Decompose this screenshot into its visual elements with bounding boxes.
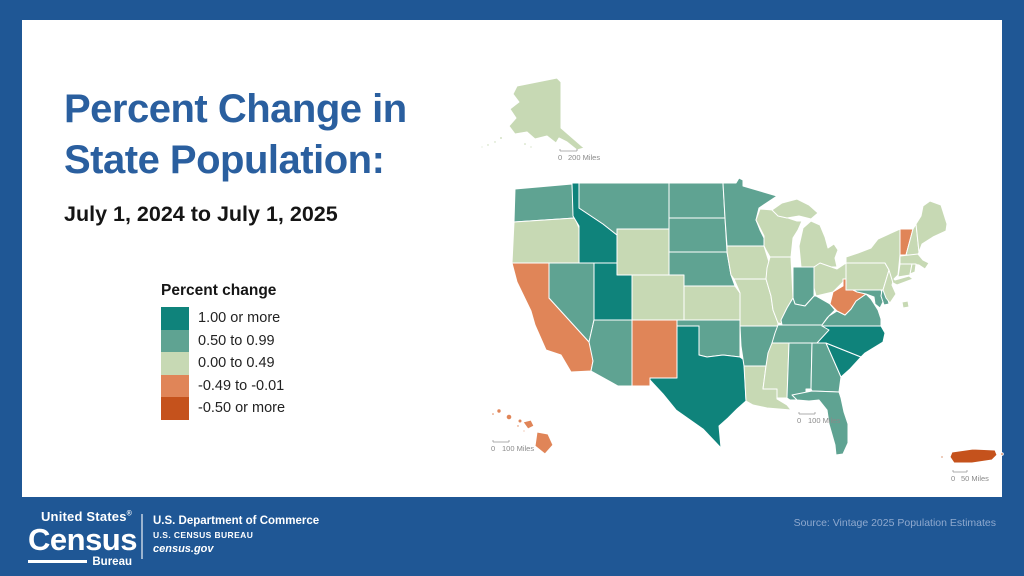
- legend-item: 0.50 to 0.99: [161, 329, 285, 352]
- state-iowa: [726, 245, 770, 280]
- puerto-rico-scale-bar: 0 50 Miles: [951, 470, 989, 483]
- legend-item: -0.49 to -0.01: [161, 374, 285, 397]
- content-panel: Percent Change in State Population: July…: [22, 20, 1004, 497]
- census-gov-text: census.gov: [153, 543, 214, 555]
- page-subtitle: July 1, 2024 to July 1, 2025: [64, 202, 338, 227]
- svg-text:50 Miles: 50 Miles: [961, 474, 989, 483]
- territory-puerto-rico: [940, 448, 1004, 464]
- svg-text:0: 0: [558, 153, 562, 162]
- logo-bureau-text: Bureau: [92, 555, 132, 568]
- legend-item: 1.00 or more: [161, 307, 285, 330]
- state-colorado: [631, 274, 685, 321]
- legend-label: 0.00 to 0.49: [198, 355, 275, 372]
- logo-bureau-row: Bureau: [28, 556, 132, 568]
- svg-text:0: 0: [797, 416, 801, 425]
- state-florida: [791, 390, 849, 456]
- state-alaska: [480, 77, 585, 151]
- state-new-hampshire: [905, 223, 920, 256]
- page-title-line2: State Population:: [64, 138, 385, 183]
- legend-swatch: [161, 374, 189, 397]
- legend-label: -0.49 to -0.01: [198, 377, 285, 394]
- logo-underline: [28, 559, 88, 564]
- state-north-dakota: [668, 182, 726, 219]
- svg-text:0: 0: [951, 474, 955, 483]
- footer-agency-block: U.S. Department of Commerce U.S. CENSUS …: [153, 515, 319, 555]
- state-connecticut: [897, 263, 913, 278]
- legend-label: 0.50 to 0.99: [198, 332, 275, 349]
- svg-text:200 Miles: 200 Miles: [568, 153, 600, 162]
- dept-of-commerce-text: U.S. Department of Commerce: [153, 515, 320, 527]
- legend-heading: Percent change: [161, 282, 277, 299]
- legend-item: -0.50 or more: [161, 397, 285, 420]
- state-hawaii: [491, 408, 554, 455]
- registered-trademark-icon: ®: [126, 510, 132, 518]
- page-title: Percent Change in State Population:: [64, 84, 464, 186]
- hawaii-scale-bar: 0 100 Miles: [491, 440, 534, 453]
- census-bureau-logo: United States® Census Bureau: [28, 509, 137, 568]
- state-washington: [513, 183, 576, 223]
- legend-swatch: [161, 329, 189, 352]
- state-wyoming: [616, 228, 670, 276]
- state-district-of-columbia: [901, 300, 910, 309]
- state-new-york: [845, 228, 914, 286]
- source-note: Source: Vintage 2025 Population Estimate…: [793, 517, 996, 529]
- us-census-bureau-text: U.S. CENSUS BUREAU: [153, 530, 254, 540]
- state-new-mexico: [631, 319, 678, 387]
- page-title-line1: Percent Change in: [64, 87, 407, 131]
- state-texas: [649, 325, 747, 449]
- state-north-carolina: [816, 325, 886, 358]
- legend-swatch: [161, 397, 189, 420]
- alaska-scale-bar: 0 200 Miles: [558, 149, 600, 162]
- logo-census-text: Census: [28, 522, 137, 557]
- legend: Percent change 1.00 or more 0.50 to 0.99…: [161, 282, 285, 420]
- state-kansas: [683, 285, 741, 321]
- state-michigan: [771, 198, 839, 268]
- svg-text:100 Miles: 100 Miles: [502, 444, 534, 453]
- svg-text:0: 0: [491, 444, 495, 453]
- legend-swatch: [161, 307, 189, 330]
- legend-swatch: [161, 352, 189, 375]
- legend-item: 0.00 to 0.49: [161, 352, 285, 375]
- footer-divider: [141, 514, 143, 559]
- legend-label: -0.50 or more: [198, 400, 286, 417]
- svg-text:100 Miles: 100 Miles: [808, 416, 840, 425]
- state-rhode-island: [909, 263, 917, 275]
- logo-united-states-text: United States®: [40, 509, 132, 524]
- state-arizona: [588, 319, 633, 387]
- state-oregon: [511, 217, 580, 264]
- us-choropleth-map: 0 200 Miles: [457, 58, 1024, 510]
- legend-label: 1.00 or more: [198, 310, 281, 327]
- title-block: Percent Change in State Population: July…: [64, 84, 464, 227]
- state-south-dakota: [668, 217, 728, 253]
- state-maine: [915, 200, 948, 253]
- mainland-scale-bar: 0 100 Miles: [797, 412, 840, 425]
